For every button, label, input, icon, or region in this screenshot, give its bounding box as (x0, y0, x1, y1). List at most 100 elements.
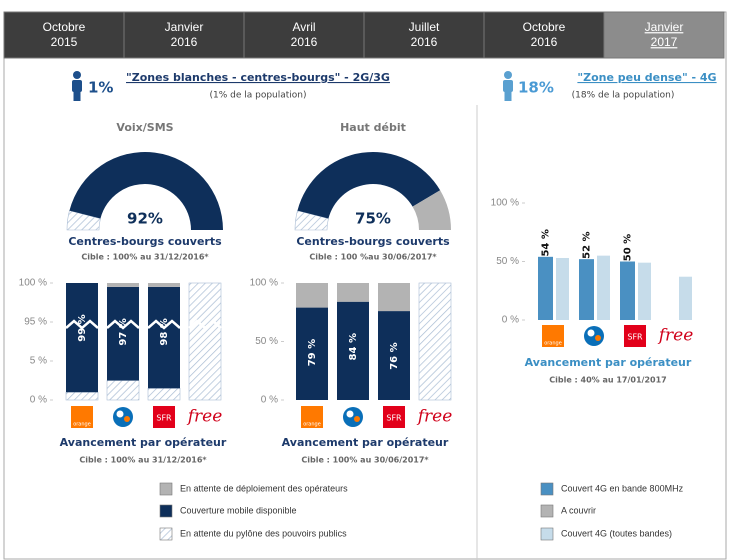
tab[interactable] (363, 11, 485, 59)
bouygues-logo (113, 407, 133, 427)
bar-segment (337, 283, 369, 302)
bouygues-logo-dot (346, 410, 354, 418)
bouygues-logo (343, 407, 363, 427)
bouygues-logo-dot (587, 329, 595, 337)
sfr-logo (153, 406, 175, 428)
bar-segment (188, 282, 222, 401)
logo-label: SFR (627, 333, 643, 342)
sfr-logo (383, 406, 405, 428)
gauge-segment (297, 152, 441, 219)
legend-swatch (159, 504, 173, 518)
axis-break (106, 319, 140, 330)
y-tick-label: 100 % (250, 278, 278, 289)
bar (556, 257, 569, 320)
bar-segment (148, 286, 180, 389)
orange-logo (301, 406, 323, 428)
bar (538, 256, 553, 320)
tab-year: 2016 (171, 35, 198, 49)
legend-label: Couvert 4G (toutes bandes) (561, 528, 672, 538)
gauge-value: 92% (127, 210, 163, 228)
chart-note: Cible : 100% au 31/12/2016* (79, 456, 207, 465)
value-label: 97 % (118, 318, 129, 345)
bar (679, 276, 692, 320)
person-icon (503, 71, 513, 101)
person-icon (72, 71, 82, 101)
value-label: 52 % (582, 231, 593, 258)
tab-month: Octobre (43, 20, 86, 34)
y-tick-label: 100 % (19, 278, 47, 289)
chart-caption: Avancement par opérateur (525, 356, 692, 369)
sfr-logo (624, 325, 646, 347)
tab[interactable] (483, 11, 605, 59)
bar-segment (107, 286, 139, 381)
value-label: 54 % (541, 229, 552, 256)
bouygues-logo-dot (116, 410, 124, 418)
legend-swatch (159, 527, 173, 541)
bar-segment (378, 283, 410, 312)
logo-label: SFR (156, 414, 172, 423)
bouygues-logo-dot (595, 335, 601, 341)
legend-label: En attente de déploiement des opérateurs (180, 483, 348, 493)
tab[interactable] (3, 11, 125, 59)
y-tick-label: 0 % (30, 395, 47, 406)
bouygues-logo-dot (354, 416, 360, 422)
logo-label: orange (303, 422, 321, 428)
tab[interactable] (243, 11, 365, 59)
share: 1% (88, 79, 113, 97)
tab-month: Janvier (165, 20, 204, 34)
bar-segment (148, 283, 180, 287)
y-tick-label: 0 % (261, 395, 278, 406)
gauge-segment (412, 190, 451, 230)
gauge-title: Haut débit (340, 121, 406, 134)
axis-break (188, 319, 222, 330)
free-logo: free (416, 407, 453, 427)
bar (620, 261, 635, 320)
legend-label: En attente du pylône des pouvoirs public… (180, 528, 347, 538)
bar-segment (378, 311, 410, 400)
bar-segment (337, 301, 369, 400)
gauge-note: Cible : 100 %au 30/06/2017* (309, 253, 437, 262)
y-tick-label: 0 % (502, 315, 519, 326)
tab-year: 2016 (531, 35, 558, 49)
gauge-value: 75% (355, 210, 391, 228)
tab-month: Octobre (523, 20, 566, 34)
bouygues-logo (584, 326, 604, 346)
zone-subtitle: (18% de la population) (572, 91, 675, 101)
tab[interactable] (603, 11, 725, 59)
chart-note: Cible : 100% au 30/06/2017* (301, 456, 429, 465)
tab-month: Avril (292, 20, 315, 34)
chart-caption: Avancement par opérateur (60, 436, 227, 449)
zone-subtitle: (1% de la population) (209, 91, 306, 101)
tab-year: 2016 (411, 35, 438, 49)
legend-swatch (540, 504, 554, 518)
y-tick-label: 100 % (491, 198, 519, 209)
value-label: 50 % (623, 234, 634, 261)
legend-label: A couvrir (561, 505, 596, 515)
free-logo: free (186, 407, 223, 427)
zone-title: "Zones blanches - centres-bourgs" - 2G/3… (126, 71, 390, 84)
y-tick-label: 5 % (30, 356, 47, 367)
axis-break (65, 319, 99, 330)
y-tick-label: 50 % (255, 336, 278, 347)
bar-segment (65, 391, 99, 401)
legend-swatch (159, 482, 173, 496)
bar (597, 255, 610, 320)
logo-label: SFR (386, 414, 402, 423)
value-label: 84 % (348, 333, 359, 360)
tab-month: Juillet (409, 20, 440, 34)
tab-month: Janvier (645, 20, 684, 34)
logo-label: orange (73, 422, 91, 428)
bar (638, 262, 651, 320)
bar-segment (106, 380, 140, 401)
legend-swatch (540, 482, 554, 496)
gauge-segment (69, 151, 223, 230)
chart-note: Cible : 40% au 17/01/2017 (549, 376, 666, 385)
bar-segment (107, 283, 139, 287)
axis-break (147, 319, 181, 330)
legend-swatch (540, 527, 554, 541)
bar-segment (147, 387, 181, 401)
bar-segment (296, 307, 328, 400)
value-label: 76 % (389, 342, 400, 369)
bar (579, 259, 594, 320)
